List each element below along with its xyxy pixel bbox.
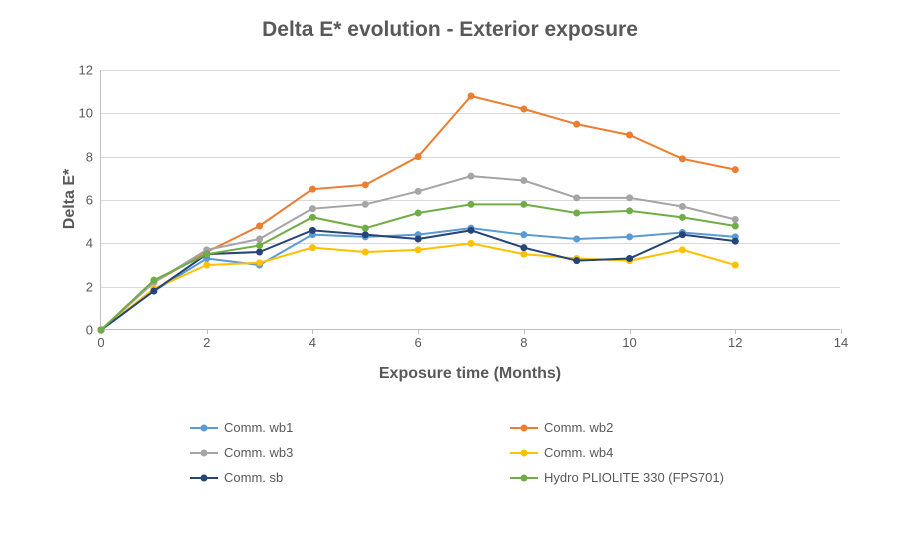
legend: Comm. wb1 Comm. wb2 Comm. wb3 Comm. wb4 Comm… (190, 420, 750, 485)
plot-area: 02468101202468101214 (100, 70, 840, 330)
legend-label: Hydro PLIOLITE 330 (FPS701) (544, 470, 724, 485)
series-marker (150, 288, 157, 295)
y-tick-label: 10 (71, 106, 101, 121)
series-marker (468, 173, 475, 180)
series-marker (679, 231, 686, 238)
series-marker (415, 246, 422, 253)
series-marker (256, 249, 263, 256)
legend-swatch (510, 447, 538, 459)
series-marker (415, 153, 422, 160)
series-line (101, 228, 735, 330)
legend-label: Comm. wb4 (544, 445, 613, 460)
series-marker (520, 201, 527, 208)
series-marker (626, 255, 633, 262)
series-marker (309, 214, 316, 221)
series-marker (362, 181, 369, 188)
legend-item: Comm. sb (190, 470, 430, 485)
chart-container: Delta E* evolution - Exterior exposure 0… (0, 0, 900, 550)
y-tick-label: 12 (71, 63, 101, 78)
legend-swatch (190, 422, 218, 434)
series-marker (732, 216, 739, 223)
x-tick-mark (841, 329, 842, 334)
legend-swatch (190, 447, 218, 459)
series-marker (362, 225, 369, 232)
series-marker (256, 223, 263, 230)
series-marker (309, 244, 316, 251)
series-marker (362, 201, 369, 208)
series-marker (98, 327, 105, 334)
series-marker (679, 246, 686, 253)
series-marker (468, 93, 475, 100)
legend-swatch (510, 422, 538, 434)
chart-title: Delta E* evolution - Exterior exposure (0, 0, 900, 42)
x-axis-label: Exposure time (Months) (100, 365, 840, 383)
series-marker (309, 227, 316, 234)
series-marker (362, 231, 369, 238)
series-marker (256, 259, 263, 266)
legend-label: Comm. wb3 (224, 445, 293, 460)
series-marker (520, 251, 527, 258)
series-marker (203, 251, 210, 258)
series-marker (256, 236, 263, 243)
series-marker (573, 236, 580, 243)
series-marker (679, 155, 686, 162)
legend-swatch (510, 472, 538, 484)
series-marker (626, 207, 633, 214)
series-line (101, 204, 735, 330)
series-marker (256, 242, 263, 249)
series-marker (732, 166, 739, 173)
series-marker (362, 249, 369, 256)
series-marker (415, 236, 422, 243)
series-marker (415, 210, 422, 217)
series-marker (520, 106, 527, 113)
series-marker (626, 194, 633, 201)
legend-item: Comm. wb2 (510, 420, 750, 435)
series-marker (732, 262, 739, 269)
series-marker (468, 240, 475, 247)
legend-label: Comm. wb2 (544, 420, 613, 435)
series-marker (468, 227, 475, 234)
series-line (101, 230, 735, 330)
legend-swatch (190, 472, 218, 484)
series-marker (573, 257, 580, 264)
series-marker (520, 177, 527, 184)
legend-item: Hydro PLIOLITE 330 (FPS701) (510, 470, 750, 485)
series-marker (573, 194, 580, 201)
y-tick-label: 2 (71, 279, 101, 294)
legend-item: Comm. wb4 (510, 445, 750, 460)
series-marker (520, 231, 527, 238)
series-marker (573, 121, 580, 128)
legend-item: Comm. wb3 (190, 445, 430, 460)
series-marker (626, 132, 633, 139)
series-marker (626, 233, 633, 240)
series-marker (309, 205, 316, 212)
series-marker (679, 203, 686, 210)
series-marker (468, 201, 475, 208)
series-marker (679, 214, 686, 221)
series-marker (150, 277, 157, 284)
series-marker (520, 244, 527, 251)
series-marker (573, 210, 580, 217)
legend-item: Comm. wb1 (190, 420, 430, 435)
legend-label: Comm. wb1 (224, 420, 293, 435)
series-marker (203, 262, 210, 269)
series-marker (415, 188, 422, 195)
y-axis-label: Delta E* (61, 139, 79, 259)
series-layer (101, 70, 841, 330)
series-marker (732, 238, 739, 245)
series-marker (732, 223, 739, 230)
legend-label: Comm. sb (224, 470, 283, 485)
series-marker (309, 186, 316, 193)
